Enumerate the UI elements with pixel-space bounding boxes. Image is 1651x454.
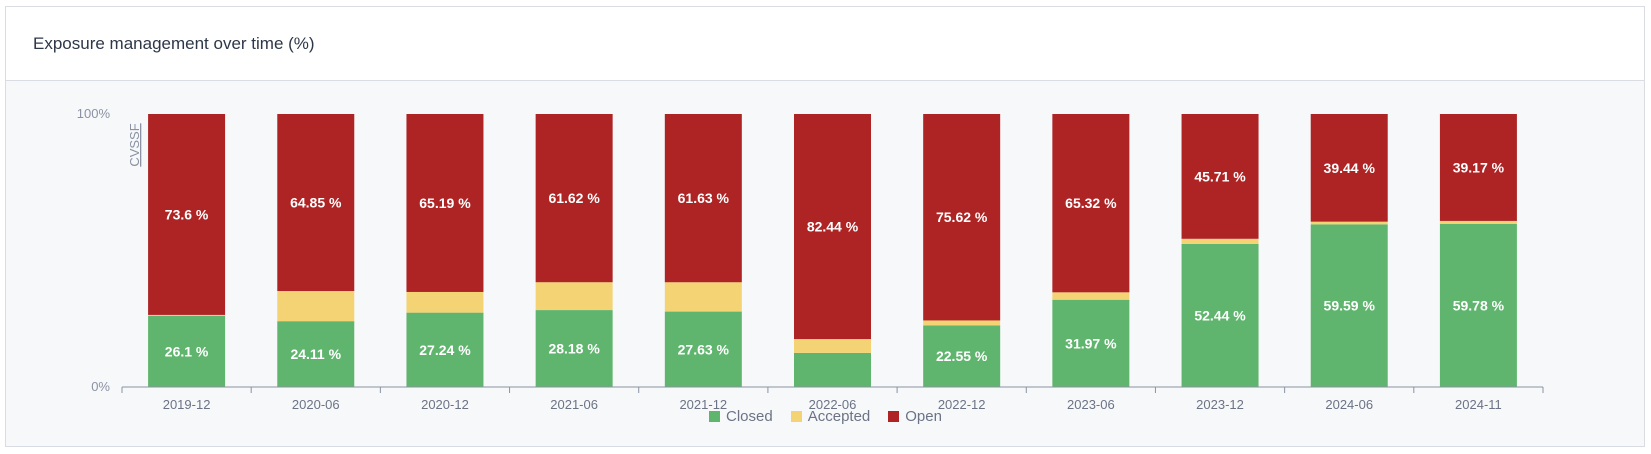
bar-segment-accepted bbox=[1052, 292, 1130, 300]
data-label: 39.17 % bbox=[1453, 159, 1505, 175]
bar-segment-open bbox=[1181, 114, 1259, 239]
legend-item-open[interactable]: Open bbox=[888, 408, 942, 425]
legend-item-accepted[interactable]: Accepted bbox=[790, 408, 871, 425]
data-label: 64.85 % bbox=[290, 195, 342, 211]
card-header: Exposure management over time (%) bbox=[6, 7, 1644, 81]
legend-label: Closed bbox=[726, 408, 773, 425]
x-tick-label: 2023-06 bbox=[1067, 397, 1115, 412]
bar-segment-closed bbox=[1052, 299, 1130, 387]
legend-label: Accepted bbox=[807, 408, 871, 425]
y-tick-label: 0% bbox=[91, 379, 110, 394]
data-label: 52.44 % bbox=[1194, 307, 1246, 323]
card-title: Exposure management over time (%) bbox=[33, 34, 315, 53]
x-tick-label: 2023-12 bbox=[1196, 397, 1244, 412]
data-label: 61.63 % bbox=[678, 190, 730, 206]
x-tick-label: 2020-06 bbox=[292, 397, 340, 412]
data-label: 27.63 % bbox=[678, 341, 730, 357]
bar-segment-closed bbox=[923, 325, 1001, 387]
bar-segment-closed bbox=[794, 352, 871, 387]
data-label: 65.19 % bbox=[419, 195, 471, 211]
bar-segment-open bbox=[1439, 114, 1517, 221]
x-tick-label: 2024-11 bbox=[1455, 397, 1502, 412]
chart-legend: Closed Accepted Open bbox=[0, 408, 1651, 425]
data-label: 31.97 % bbox=[1065, 335, 1117, 351]
bar-segment-closed bbox=[535, 310, 613, 387]
x-tick-label: 2022-06 bbox=[809, 397, 857, 412]
data-label: 82.44 % bbox=[807, 219, 859, 235]
data-label: 61.62 % bbox=[548, 190, 600, 206]
bar-segment-open bbox=[406, 114, 484, 292]
legend-label: Open bbox=[905, 408, 942, 425]
bar-segment-accepted bbox=[923, 320, 1001, 326]
data-label: 59.59 % bbox=[1324, 298, 1376, 314]
bar-segment-accepted bbox=[1310, 221, 1388, 225]
data-label: 39.44 % bbox=[1324, 160, 1376, 176]
x-tick-label: 2022-12 bbox=[938, 397, 986, 412]
x-tick-label: 2021-06 bbox=[550, 397, 598, 412]
x-tick-label: 2021-12 bbox=[679, 397, 727, 412]
bar-segment-open bbox=[148, 114, 226, 315]
legend-item-closed[interactable]: Closed bbox=[709, 408, 773, 425]
data-label: 22.55 % bbox=[936, 348, 988, 364]
legend-swatch bbox=[888, 411, 900, 422]
bar-segment-closed bbox=[1181, 243, 1259, 387]
bar-segment-open bbox=[1052, 114, 1130, 293]
bar-segment-accepted bbox=[664, 282, 742, 312]
legend-swatch bbox=[790, 411, 802, 422]
data-label: 73.6 % bbox=[165, 206, 209, 222]
x-tick-label: 2020-12 bbox=[421, 397, 469, 412]
bar-segment-accepted bbox=[1181, 238, 1259, 244]
bar-segment-accepted bbox=[1439, 220, 1517, 224]
legend-swatch bbox=[709, 411, 721, 422]
data-label: 27.24 % bbox=[419, 342, 471, 358]
bar-segment-open bbox=[923, 114, 1001, 321]
data-label: 26.1 % bbox=[165, 343, 209, 359]
x-tick-label: 2024-06 bbox=[1325, 397, 1373, 412]
bar-segment-closed bbox=[664, 311, 742, 387]
bar-segment-open bbox=[794, 114, 871, 340]
data-label: 45.71 % bbox=[1194, 168, 1246, 184]
bar-segment-accepted bbox=[406, 291, 484, 313]
data-label: 59.78 % bbox=[1453, 297, 1505, 313]
y-axis-label: CVSSF bbox=[127, 123, 142, 166]
bar-segment-closed bbox=[1310, 224, 1388, 387]
data-label: 28.18 % bbox=[548, 341, 600, 357]
bar-segment-closed bbox=[406, 312, 484, 387]
bar-segment-open bbox=[277, 114, 355, 292]
data-label: 65.32 % bbox=[1065, 195, 1117, 211]
bar-segment-open bbox=[664, 114, 742, 283]
bar-segment-accepted bbox=[277, 291, 355, 322]
y-tick-label: 100% bbox=[77, 106, 111, 121]
bar-segment-closed bbox=[277, 321, 355, 387]
x-tick-label: 2019-12 bbox=[163, 397, 211, 412]
bar-segment-accepted bbox=[148, 314, 226, 316]
bar-segment-accepted bbox=[535, 282, 613, 311]
bar-segment-closed bbox=[148, 315, 226, 387]
bar-segment-closed bbox=[1439, 223, 1517, 387]
bar-segment-open bbox=[1310, 114, 1388, 222]
bar-segment-accepted bbox=[794, 339, 871, 353]
bar-segment-open bbox=[535, 114, 613, 283]
data-label: 75.62 % bbox=[936, 209, 988, 225]
data-label: 24.11 % bbox=[290, 346, 341, 362]
